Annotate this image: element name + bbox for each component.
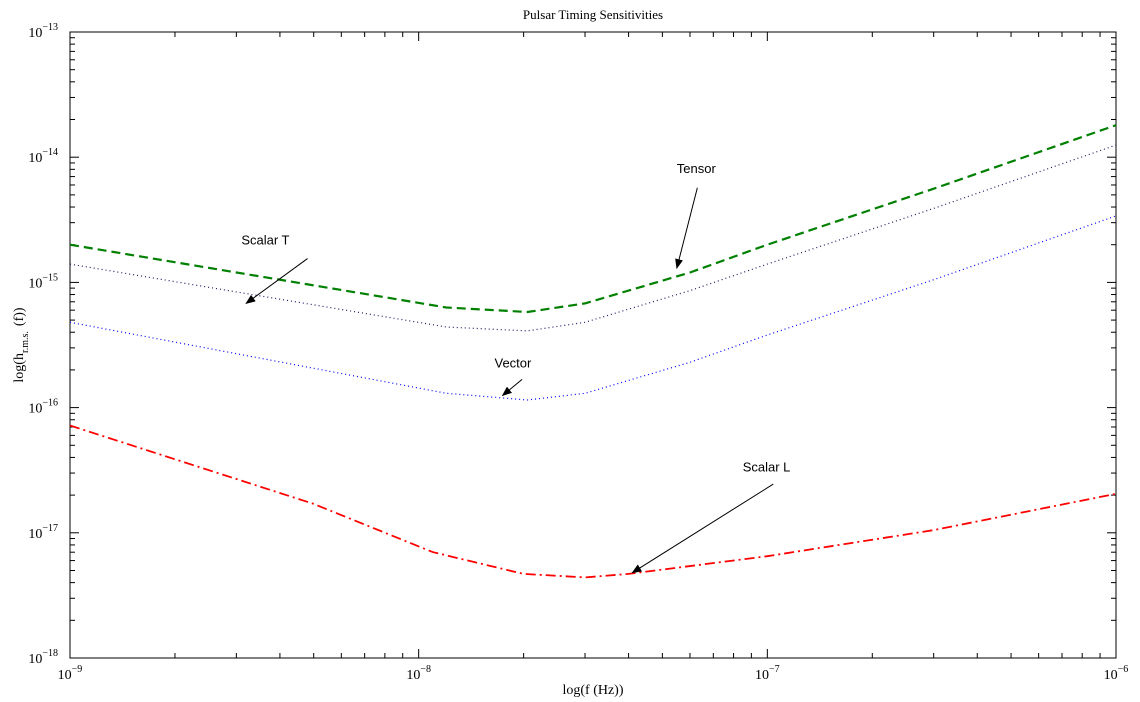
plot-area (69, 31, 1117, 659)
y-tick-base: 10 (28, 652, 42, 667)
y-tick-label: 10−13 (28, 22, 58, 41)
x-tick-label: 10−7 (755, 664, 780, 683)
y-tick-base: 10 (28, 527, 42, 542)
y-tick-base: 10 (28, 402, 42, 417)
y-tick-exponent: −18 (42, 648, 58, 659)
y-tick-base: 10 (28, 26, 42, 41)
chart-title: Pulsar Timing Sensitivities (523, 7, 663, 22)
x-tick-base: 10 (755, 668, 769, 683)
y-tick-exponent: −15 (42, 272, 58, 283)
x-tick-label: 10−8 (406, 664, 431, 683)
y-tick-base: 10 (28, 151, 42, 166)
series-line-vector (69, 215, 1117, 401)
x-tick-exponent: −6 (1118, 664, 1129, 675)
y-tick-label: 10−16 (28, 398, 58, 417)
y-tick-exponent: −14 (42, 147, 58, 158)
y-tick-label: 10−14 (28, 147, 58, 166)
x-tick-exponent: −8 (420, 664, 431, 675)
series-line-tensor (69, 124, 1117, 314)
y-tick-label: 10−18 (28, 648, 58, 667)
x-tick-exponent: −7 (769, 664, 780, 675)
y-axis-title-sub: r.m.s. (20, 331, 31, 353)
y-tick-base: 10 (28, 276, 42, 291)
x-tick-label: 10−9 (58, 664, 83, 683)
annot-scalar-t-label: Scalar T (241, 233, 289, 248)
annotations: Tensor Scalar T Vector Scalar L (241, 161, 791, 574)
y-axis-title: log(hr.m.s. (f)) (12, 307, 31, 383)
y-tick-exponent: −17 (42, 523, 58, 534)
y-tick-label: 10−15 (28, 272, 58, 291)
y-tick-label: 10−17 (28, 523, 58, 542)
y-axis-title-tail: (f)) (12, 307, 27, 326)
annot-scalar-l-arrow (631, 483, 774, 574)
x-axis-title: log(f (Hz)) (562, 683, 623, 698)
annot-vector-label: Vector (494, 355, 532, 370)
annot-vector-arrow (501, 379, 523, 397)
x-tick-base: 10 (1104, 668, 1118, 683)
annot-tensor-label: Tensor (677, 161, 717, 176)
x-tick-base: 10 (58, 668, 72, 683)
x-tick-base: 10 (406, 668, 420, 683)
x-tick-exponent: −9 (72, 664, 83, 675)
series (69, 124, 1117, 579)
annot-scalar-l-label: Scalar L (743, 459, 791, 474)
annot-scalar-t-arrow (245, 258, 308, 304)
series-line-scalar-l (69, 424, 1117, 579)
y-tick-exponent: −16 (42, 398, 58, 409)
y-tick-exponent: −13 (42, 22, 58, 33)
y-axis-title-main: log(h (12, 353, 27, 383)
ticks: 10−9 10−8 10−7 10−610−1810−1710−1610−1510−1… (28, 22, 1128, 683)
annot-tensor-arrow (675, 187, 698, 270)
x-tick-label: 10−6 (1104, 664, 1129, 683)
